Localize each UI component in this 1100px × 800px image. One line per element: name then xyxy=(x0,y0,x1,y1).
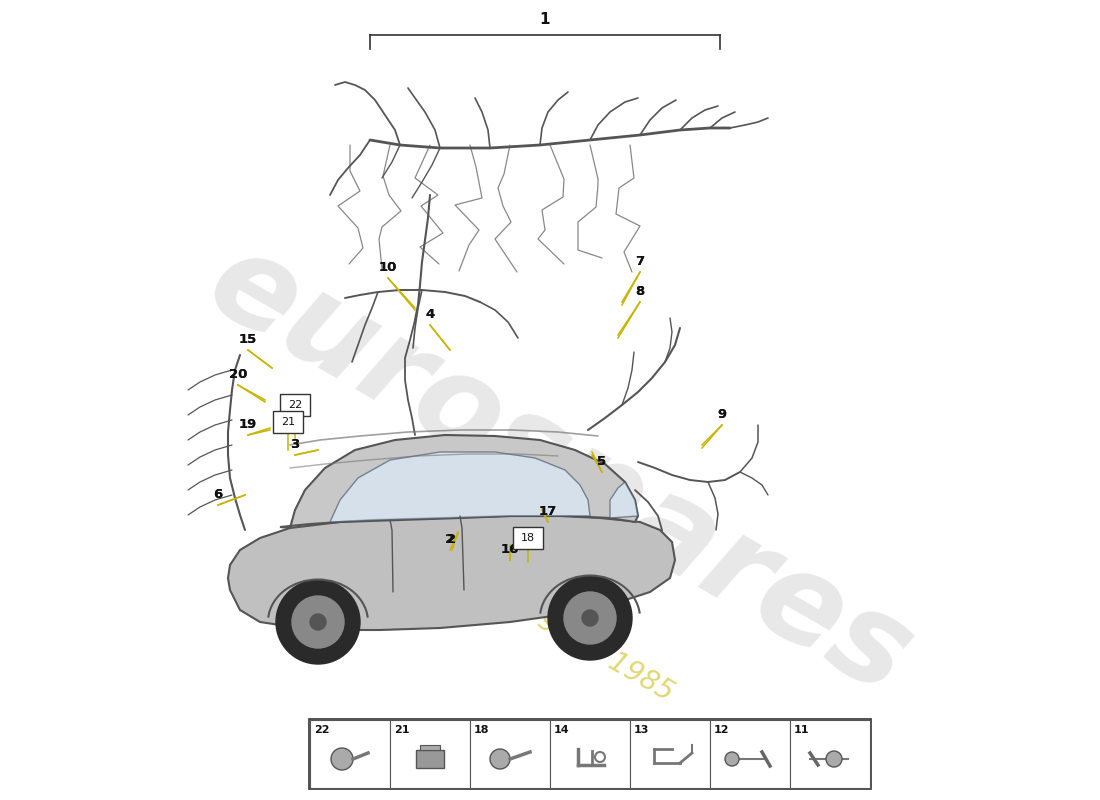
Text: 16: 16 xyxy=(500,543,519,556)
Text: a passion for parts since 1985: a passion for parts since 1985 xyxy=(301,473,679,707)
Text: 1: 1 xyxy=(540,12,550,27)
Polygon shape xyxy=(610,482,638,518)
Text: 7: 7 xyxy=(636,255,645,268)
Text: eurospares: eurospares xyxy=(188,220,933,720)
Text: 9: 9 xyxy=(717,408,727,421)
Circle shape xyxy=(292,596,344,648)
Text: 2: 2 xyxy=(446,533,454,546)
Text: 8: 8 xyxy=(636,285,645,298)
Bar xyxy=(390,720,470,788)
Text: 22: 22 xyxy=(288,400,302,410)
Text: 7: 7 xyxy=(636,255,645,268)
Bar xyxy=(630,720,710,788)
Circle shape xyxy=(548,576,632,660)
Text: 8: 8 xyxy=(636,285,645,298)
Bar xyxy=(710,720,790,788)
Text: 21: 21 xyxy=(394,725,409,735)
Text: 5: 5 xyxy=(597,455,606,468)
Circle shape xyxy=(276,580,360,664)
Text: 15: 15 xyxy=(239,333,257,346)
Circle shape xyxy=(725,752,739,766)
Text: 21: 21 xyxy=(280,417,295,427)
FancyBboxPatch shape xyxy=(273,411,303,433)
Polygon shape xyxy=(280,435,638,528)
Text: 5: 5 xyxy=(597,455,606,468)
Text: 17: 17 xyxy=(539,505,557,518)
Text: 3: 3 xyxy=(290,438,299,451)
Bar xyxy=(416,750,444,768)
Text: 12: 12 xyxy=(714,725,729,735)
Text: 19: 19 xyxy=(239,418,257,431)
Text: 9: 9 xyxy=(717,408,727,421)
Bar xyxy=(309,719,871,789)
Text: 4: 4 xyxy=(426,308,434,321)
Text: 17: 17 xyxy=(539,505,557,518)
Text: 16: 16 xyxy=(500,543,519,556)
Text: 18: 18 xyxy=(521,533,535,543)
Text: 15: 15 xyxy=(239,333,257,346)
Text: 22: 22 xyxy=(314,725,330,735)
Polygon shape xyxy=(330,452,590,522)
Text: 10: 10 xyxy=(378,261,397,274)
Text: 4: 4 xyxy=(426,308,434,321)
Polygon shape xyxy=(228,516,675,630)
Text: 3: 3 xyxy=(290,438,299,451)
Bar xyxy=(790,720,870,788)
Circle shape xyxy=(826,751,842,767)
Circle shape xyxy=(582,610,598,626)
Circle shape xyxy=(490,749,510,769)
Text: 6: 6 xyxy=(213,488,222,501)
Text: 20: 20 xyxy=(229,368,248,381)
Text: 11: 11 xyxy=(794,725,810,735)
Text: 18: 18 xyxy=(474,725,490,735)
Text: 19: 19 xyxy=(239,418,257,431)
Bar xyxy=(310,720,390,788)
Circle shape xyxy=(331,748,353,770)
Bar xyxy=(550,720,630,788)
Bar xyxy=(420,745,440,750)
Text: 13: 13 xyxy=(634,725,649,735)
Circle shape xyxy=(564,592,616,644)
Text: 6: 6 xyxy=(213,488,222,501)
Text: 14: 14 xyxy=(554,725,570,735)
Circle shape xyxy=(310,614,326,630)
FancyBboxPatch shape xyxy=(513,527,543,549)
Text: 10: 10 xyxy=(378,261,397,274)
Bar xyxy=(470,720,550,788)
Text: 2: 2 xyxy=(448,533,456,546)
Text: 20: 20 xyxy=(229,368,248,381)
FancyBboxPatch shape xyxy=(280,394,310,416)
